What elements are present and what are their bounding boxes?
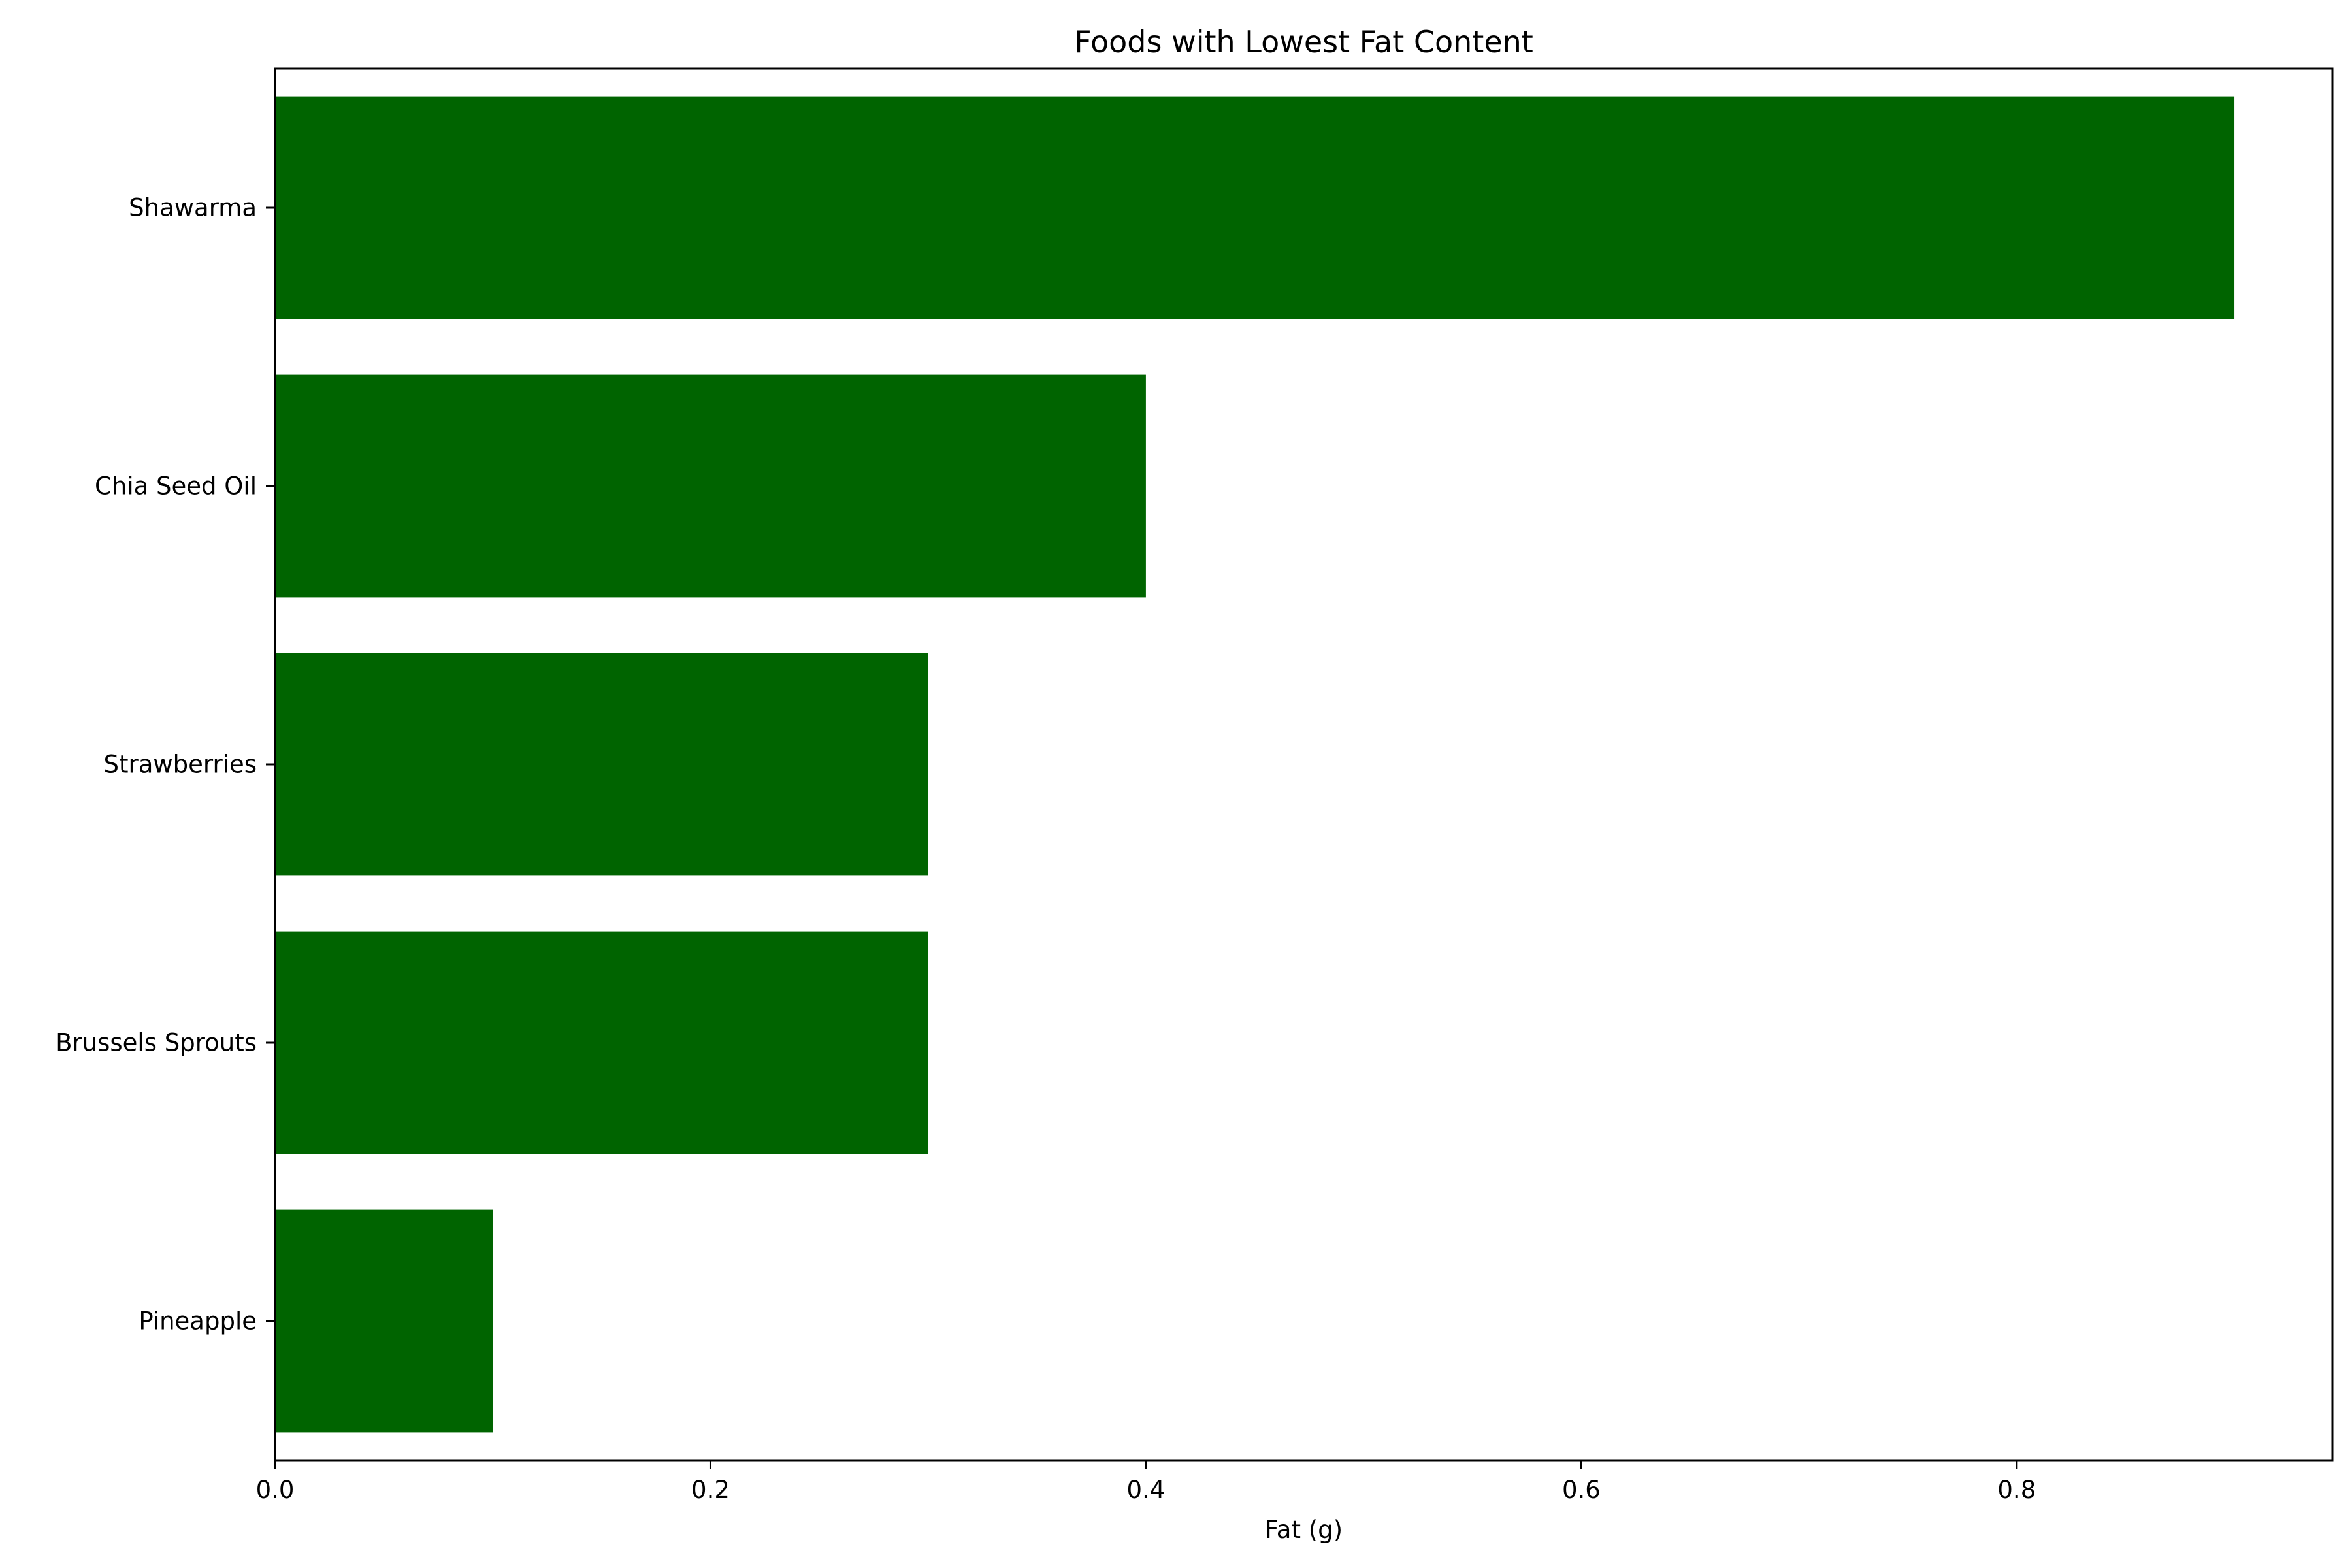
y-tick-label: Shawarma: [129, 194, 257, 222]
y-tick-label: Pineapple: [139, 1307, 257, 1335]
bars-layer: [275, 96, 2235, 1433]
x-axis-title: Fat (g): [1265, 1516, 1343, 1544]
y-axis: Shawarma Chia Seed Oil Strawberries Brussel…: [56, 194, 275, 1335]
x-tick-label: 0.6: [1562, 1476, 1601, 1504]
x-tick-label: 0.8: [1997, 1476, 2036, 1504]
bar-strawberries: [275, 653, 928, 876]
chart-title: Foods with Lowest Fat Content: [1074, 24, 1533, 59]
x-tick-label: 0.2: [691, 1476, 730, 1504]
y-tick-label: Chia Seed Oil: [95, 472, 257, 500]
bar-shawarma: [275, 96, 2235, 319]
bar-pineapple: [275, 1209, 493, 1433]
x-axis: 0.0 0.2 0.4 0.6 0.8: [256, 1460, 2036, 1504]
y-tick-label: Brussels Sprouts: [56, 1029, 257, 1057]
x-tick-label: 0.4: [1126, 1476, 1165, 1504]
y-tick-label: Strawberries: [104, 751, 257, 779]
bar-brussels-sprouts: [275, 931, 928, 1154]
x-tick-label: 0.0: [256, 1476, 295, 1504]
bar-chia-seed-oil: [275, 374, 1146, 598]
